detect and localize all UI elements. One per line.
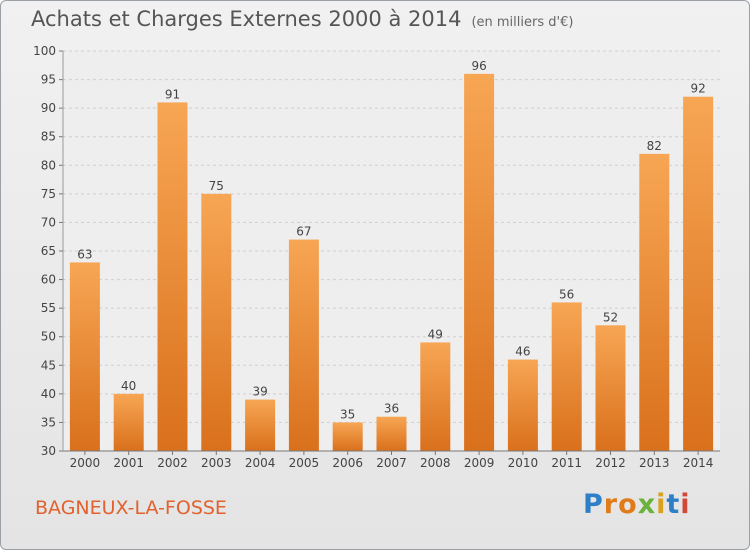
- x-tick-label: 2014: [683, 456, 714, 470]
- bar: [245, 399, 276, 451]
- y-tick-label: 35: [41, 415, 56, 429]
- y-tick-label: 55: [41, 301, 56, 315]
- x-tick-label: 2010: [508, 456, 539, 470]
- chart-title: Achats et Charges Externes 2000 à 2014 (e…: [31, 7, 573, 31]
- proxiti-logo: Proxiti: [583, 489, 691, 520]
- bar: [683, 96, 714, 451]
- x-tick-label: 2011: [551, 456, 582, 470]
- bar: [376, 416, 407, 451]
- bar: [551, 302, 582, 451]
- bar: [332, 422, 363, 451]
- bar: [113, 393, 144, 451]
- x-tick-label: 2012: [595, 456, 626, 470]
- bar: [69, 262, 100, 451]
- y-tick-label: 85: [41, 130, 56, 144]
- data-label: 91: [165, 87, 180, 101]
- x-tick-label: 2002: [157, 456, 188, 470]
- x-axis-ticks: 2000 2001 2002 2003 2004 2005 2006 2007 2008 2009…: [70, 451, 714, 470]
- data-label: 75: [209, 179, 224, 193]
- bar: [420, 342, 451, 451]
- data-label: 67: [296, 225, 311, 239]
- y-tick-label: 75: [41, 187, 56, 201]
- bar: [288, 239, 319, 451]
- data-label: 46: [515, 345, 530, 359]
- x-tick-label: 2009: [464, 456, 495, 470]
- bar: [595, 325, 626, 451]
- y-tick-label: 60: [41, 273, 56, 287]
- y-tick-label: 95: [41, 73, 56, 87]
- y-tick-label: 65: [41, 244, 56, 258]
- logo-letter: o: [618, 489, 638, 520]
- x-tick-label: 2005: [289, 456, 320, 470]
- logo-letter: t: [666, 489, 681, 520]
- x-tick-label: 2007: [376, 456, 407, 470]
- y-tick-label: 90: [41, 101, 56, 115]
- logo-letter: r: [603, 489, 619, 520]
- x-tick-label: 2000: [70, 456, 101, 470]
- x-tick-label: 2013: [639, 456, 670, 470]
- data-label: 35: [340, 407, 355, 421]
- logo-letter: x: [637, 489, 657, 520]
- data-label: 36: [384, 402, 399, 416]
- y-tick-label: 40: [41, 387, 56, 401]
- logo-letter: i: [656, 489, 667, 520]
- x-tick-label: 2008: [420, 456, 451, 470]
- bar: [157, 102, 188, 451]
- x-tick-label: 2006: [332, 456, 363, 470]
- bar: [201, 193, 232, 451]
- data-label: 52: [603, 310, 618, 324]
- data-label: 56: [559, 287, 574, 301]
- bar: [507, 359, 538, 451]
- x-tick-label: 2003: [201, 456, 232, 470]
- x-tick-label: 2001: [113, 456, 144, 470]
- data-label: 40: [121, 379, 136, 393]
- y-tick-label: 100: [33, 44, 56, 58]
- data-label: 92: [690, 82, 705, 96]
- y-tick-label: 45: [41, 358, 56, 372]
- data-label: 82: [647, 139, 662, 153]
- logo-letter: i: [680, 489, 691, 520]
- y-axis-ticks: 30 35 40 45 50 55 60 65 70 75 80 85 90 95 100: [33, 44, 63, 458]
- chart-title-text: Achats et Charges Externes 2000 à 2014: [31, 7, 462, 31]
- data-label: 96: [471, 59, 486, 73]
- y-tick-label: 80: [41, 158, 56, 172]
- y-tick-label: 70: [41, 215, 56, 229]
- y-tick-label: 50: [41, 330, 56, 344]
- bar-series: [69, 73, 714, 451]
- value-labels: 63 40 91 75 39 67 35 36 49 96 46 56 52 82 92: [77, 59, 705, 422]
- data-label: 49: [428, 327, 443, 341]
- commune-name: BAGNEUX-LA-FOSSE: [35, 497, 227, 519]
- x-tick-label: 2004: [245, 456, 276, 470]
- data-label: 63: [77, 247, 92, 261]
- logo-letter: P: [583, 489, 604, 520]
- y-tick-label: 30: [41, 444, 56, 458]
- bar: [464, 73, 495, 451]
- data-label: 39: [252, 385, 267, 399]
- bar: [639, 153, 670, 451]
- chart-subtitle: (en milliers d'€): [471, 15, 574, 30]
